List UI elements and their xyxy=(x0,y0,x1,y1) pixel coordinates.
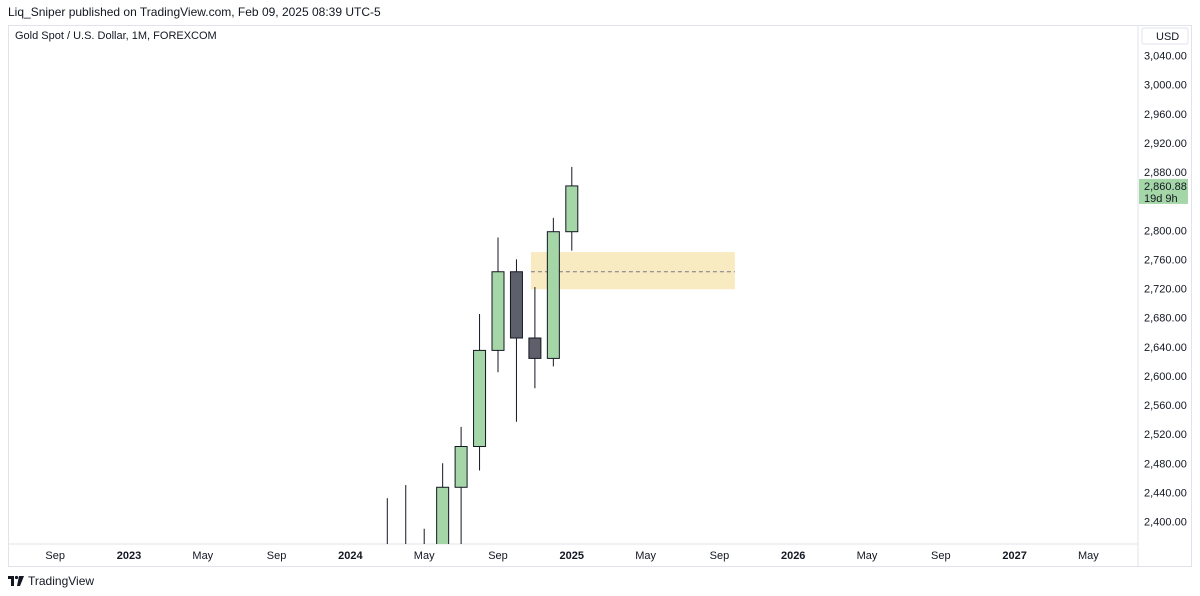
time-tick-month: Sep xyxy=(267,550,287,562)
tradingview-brand[interactable]: TradingView xyxy=(8,574,94,588)
price-axis[interactable]: 2,400.00 2,440.00 2,480.00 2,520.00 2,560.00… xyxy=(1144,51,1187,529)
time-tick-month: May xyxy=(857,550,878,562)
candle-body-2024-03[interactable] xyxy=(381,572,393,594)
candle-body-2024-07[interactable] xyxy=(454,446,468,488)
price-tick-label: 2,760.00 xyxy=(1144,254,1187,266)
last-price-value: 2,860.88 xyxy=(1144,181,1187,193)
price-tick-label: 2,720.00 xyxy=(1144,284,1187,296)
time-tick-month: May xyxy=(192,550,213,562)
price-tick-label: 2,800.00 xyxy=(1144,225,1187,237)
candles xyxy=(381,166,579,594)
symbol-title[interactable]: Gold Spot / U.S. Dollar, 1M, FOREXCOM xyxy=(15,30,217,42)
bar-countdown: 19d 9h xyxy=(1144,193,1178,205)
price-tick-label: 2,880.00 xyxy=(1144,167,1187,179)
price-tick-label: 3,000.00 xyxy=(1144,80,1187,92)
candle-body-2024-09[interactable] xyxy=(491,271,505,351)
candle-body-2024-11[interactable] xyxy=(528,337,542,359)
publisher-line: Liq_Sniper published on TradingView.com,… xyxy=(8,5,381,19)
tradingview-logo-icon xyxy=(8,575,24,586)
time-tick-month: Sep xyxy=(488,550,508,562)
time-tick-year: 2027 xyxy=(1002,550,1026,562)
candle-body-2024-12[interactable] xyxy=(546,231,560,359)
candle-body-2025-01[interactable] xyxy=(565,185,579,233)
price-tick-label: 2,920.00 xyxy=(1144,138,1187,150)
price-tick-label: 2,680.00 xyxy=(1144,313,1187,325)
price-tick-label: 3,040.00 xyxy=(1144,51,1187,63)
time-tick-month: May xyxy=(1078,550,1099,562)
candle-body-2024-04[interactable] xyxy=(400,572,412,594)
supply-demand-zone[interactable] xyxy=(530,252,735,290)
zone-rect[interactable] xyxy=(530,252,735,290)
time-tick-month: May xyxy=(414,550,435,562)
time-tick-year: 2023 xyxy=(117,550,141,562)
time-tick-month: Sep xyxy=(710,550,730,562)
last-price-badge: 2,860.88 19d 9h xyxy=(1139,178,1188,205)
candle-group xyxy=(381,166,579,594)
candle-body-2024-08[interactable] xyxy=(473,349,487,448)
price-tick-label: 2,600.00 xyxy=(1144,371,1187,383)
chart-frame[interactable] xyxy=(8,25,1192,567)
candle-body-2024-06[interactable] xyxy=(436,486,450,572)
time-tick-year: 2026 xyxy=(781,550,805,562)
price-tick-label: 2,520.00 xyxy=(1144,429,1187,441)
time-axis[interactable]: Sep 2023 May Sep 2024 May Sep 2025 May Sep 2026 May… xyxy=(45,550,1099,562)
price-tick-label: 2,440.00 xyxy=(1144,487,1187,499)
time-tick-month: Sep xyxy=(45,550,65,562)
last-price-badge-bg xyxy=(1139,178,1188,204)
time-tick-month: May xyxy=(635,550,656,562)
candle-body-2024-10[interactable] xyxy=(509,271,523,339)
time-tick-year: 2025 xyxy=(560,550,584,562)
currency-button[interactable] xyxy=(1141,27,1189,45)
price-tick-label: 2,640.00 xyxy=(1144,342,1187,354)
currency-label: USD xyxy=(1156,31,1179,43)
time-tick-month: Sep xyxy=(931,550,951,562)
price-tick-label: 2,400.00 xyxy=(1144,517,1187,529)
price-tick-label: 2,960.00 xyxy=(1144,109,1187,121)
price-tick-label: 2,560.00 xyxy=(1144,400,1187,412)
price-tick-label: 2,480.00 xyxy=(1144,458,1187,470)
brand-name: TradingView xyxy=(28,574,95,588)
time-tick-year: 2024 xyxy=(338,550,363,562)
